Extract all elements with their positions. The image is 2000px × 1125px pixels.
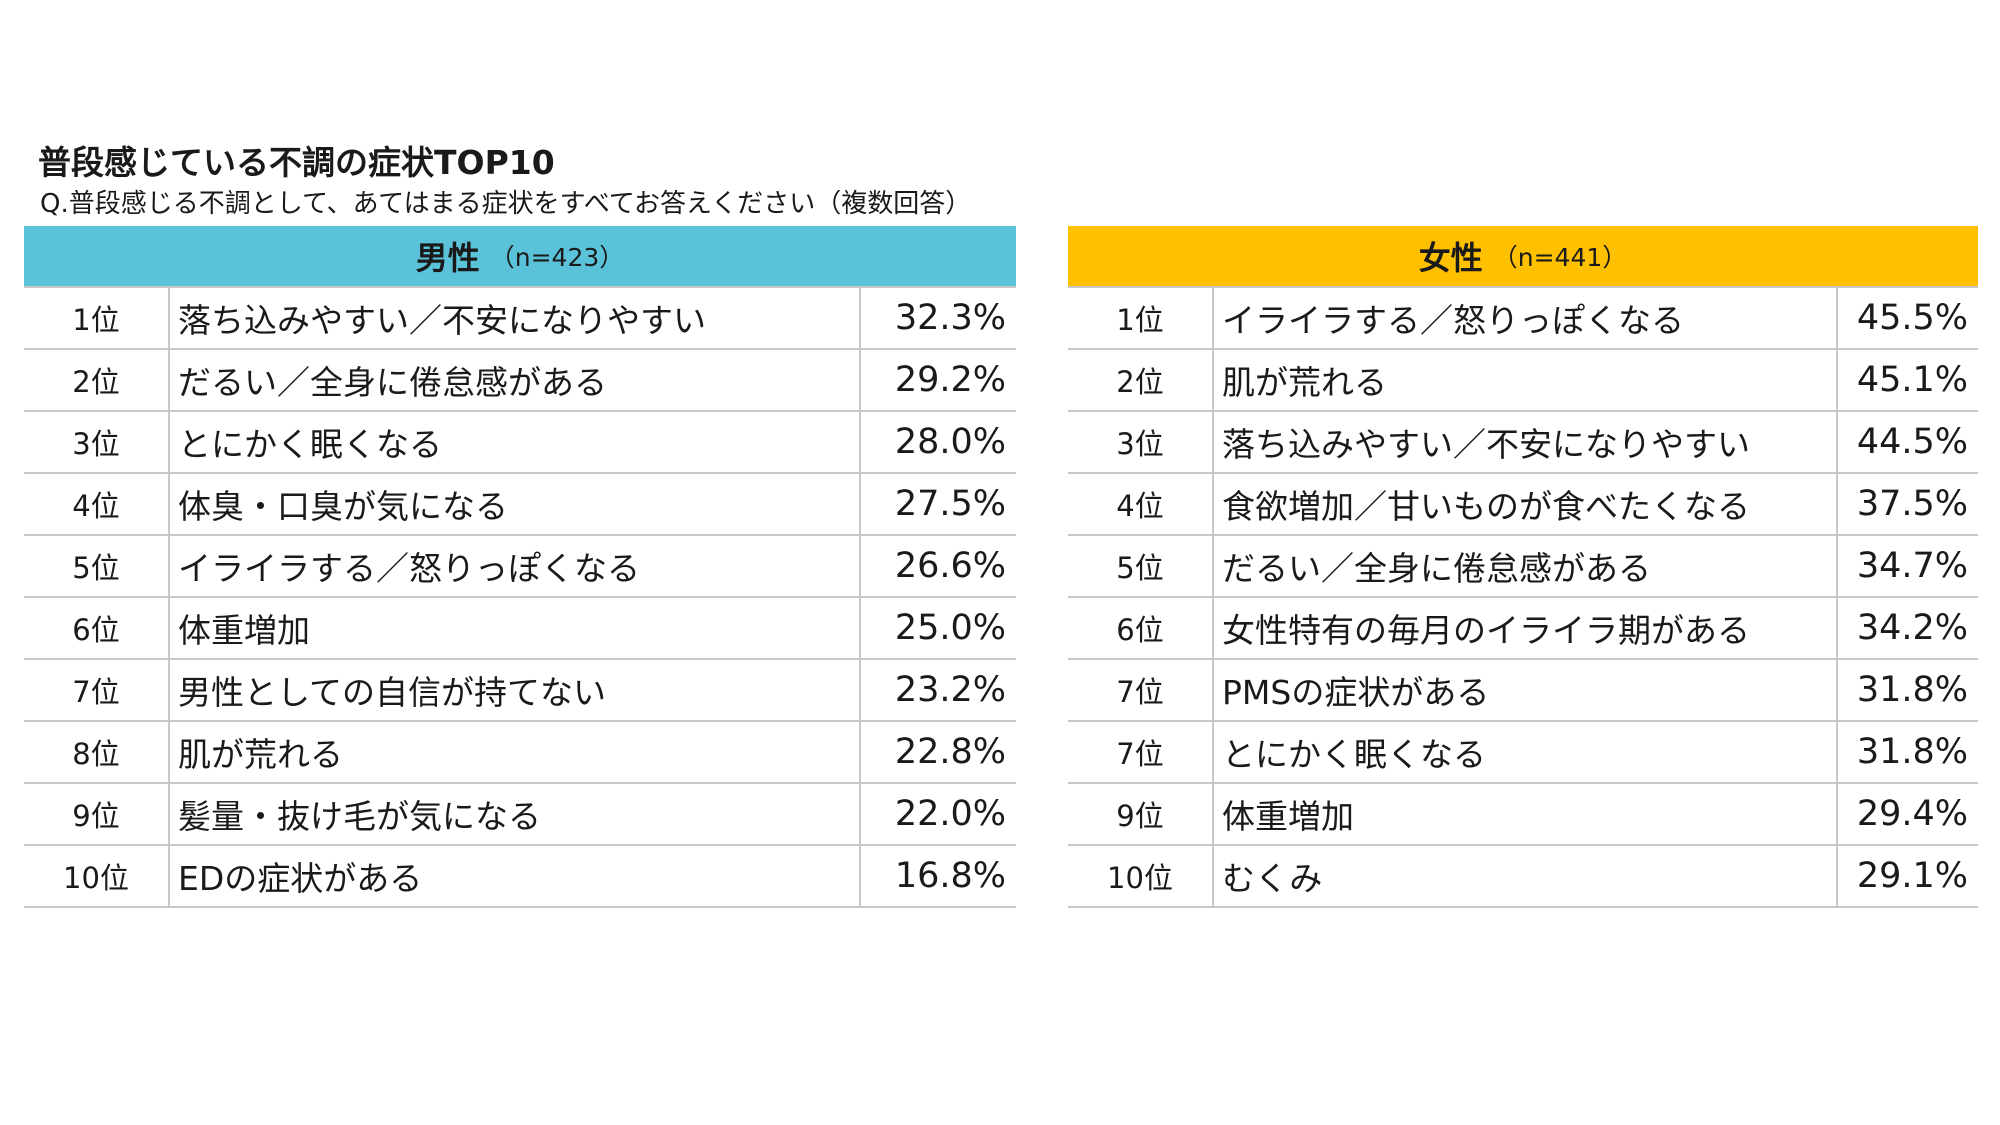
- rank-cell: 3位: [24, 412, 170, 472]
- table-row: 6位 体重増加 25.0%: [24, 598, 1016, 660]
- rank-cell: 7位: [24, 660, 170, 720]
- symptom-cell: とにかく眠くなる: [170, 412, 861, 472]
- table-row: 5位 イライラする／怒りっぽくなる 26.6%: [24, 536, 1016, 598]
- percentage-cell: 22.8%: [894, 732, 1006, 772]
- percentage-cell: 26.6%: [894, 546, 1006, 586]
- rank-cell: 1位: [24, 288, 170, 348]
- symptom-cell: とにかく眠くなる: [1214, 722, 1838, 782]
- rank-cell: 10位: [1068, 846, 1214, 906]
- table-row: 7位 PMSの症状がある 31.8%: [1068, 660, 1978, 722]
- rank-cell: 9位: [1068, 784, 1214, 844]
- symptom-cell: だるい／全身に倦怠感がある: [170, 350, 861, 410]
- symptom-cell: 体臭・口臭が気になる: [170, 474, 861, 534]
- rank-cell: 6位: [1068, 598, 1214, 658]
- percentage-cell: 45.1%: [1856, 360, 1968, 400]
- symptom-cell: 髪量・抜け毛が気になる: [170, 784, 861, 844]
- female-header-label: 女性: [1418, 239, 1483, 277]
- percentage-cell: 32.3%: [894, 298, 1006, 338]
- rank-cell: 3位: [1068, 412, 1214, 472]
- symptom-cell: むくみ: [1214, 846, 1838, 906]
- percentage-cell: 23.2%: [894, 670, 1006, 710]
- table-row: 2位 だるい／全身に倦怠感がある 29.2%: [24, 350, 1016, 412]
- symptom-cell: 体重増加: [170, 598, 861, 658]
- table-row: 10位 EDの症状がある 16.8%: [24, 846, 1016, 908]
- rank-cell: 2位: [1068, 350, 1214, 410]
- rank-cell: 5位: [1068, 536, 1214, 596]
- symptom-cell: 落ち込みやすい／不安になりやすい: [170, 288, 861, 348]
- table-row: 2位 肌が荒れる 45.1%: [1068, 350, 1978, 412]
- table-row: 4位 食欲増加／甘いものが食べたくなる 37.5%: [1068, 474, 1978, 536]
- question-text: Q.普段感じる不調として、あてはまる症状をすべてお答えください（複数回答）: [40, 189, 972, 219]
- symptom-cell: だるい／全身に倦怠感がある: [1214, 536, 1838, 596]
- male-table: 男性 （n=423） 1位 落ち込みやすい／不安になりやすい 32.3% 2位 だるい／…: [24, 226, 1016, 908]
- rank-cell: 8位: [24, 722, 170, 782]
- symptom-cell: PMSの症状がある: [1214, 660, 1838, 720]
- female-sample-size: （n=441）: [1492, 243, 1628, 272]
- percentage-cell: 16.8%: [894, 856, 1006, 896]
- percentage-cell: 29.1%: [1856, 856, 1968, 896]
- rank-cell: 4位: [1068, 474, 1214, 534]
- symptom-cell: 肌が荒れる: [1214, 350, 1838, 410]
- rank-cell: 1位: [1068, 288, 1214, 348]
- percentage-cell: 25.0%: [894, 608, 1006, 648]
- table-row: 8位 肌が荒れる 22.8%: [24, 722, 1016, 784]
- male-sample-size: （n=423）: [489, 243, 625, 272]
- table-row: 1位 イライラする／怒りっぽくなる 45.5%: [1068, 288, 1978, 350]
- female-rows: 1位 イライラする／怒りっぽくなる 45.5% 2位 肌が荒れる 45.1% 3位 落ち込みや…: [1068, 286, 1978, 908]
- rank-cell: 5位: [24, 536, 170, 596]
- table-row: 10位 むくみ 29.1%: [1068, 846, 1978, 908]
- symptom-cell: 男性としての自信が持てない: [170, 660, 861, 720]
- symptom-cell: 食欲増加／甘いものが食べたくなる: [1214, 474, 1838, 534]
- percentage-cell: 37.5%: [1856, 484, 1968, 524]
- percentage-cell: 29.4%: [1856, 794, 1968, 834]
- table-row: 9位 体重増加 29.4%: [1068, 784, 1978, 846]
- rank-cell: 2位: [24, 350, 170, 410]
- symptom-cell: 女性特有の毎月のイライラ期がある: [1214, 598, 1838, 658]
- rank-cell: 7位: [1068, 722, 1214, 782]
- symptom-cell: 肌が荒れる: [170, 722, 861, 782]
- male-table-header: 男性 （n=423）: [24, 226, 1016, 286]
- rank-cell: 9位: [24, 784, 170, 844]
- female-table-header: 女性 （n=441）: [1068, 226, 1978, 286]
- symptom-cell: イライラする／怒りっぽくなる: [1214, 288, 1838, 348]
- male-header-label: 男性: [415, 239, 480, 277]
- table-row: 1位 落ち込みやすい／不安になりやすい 32.3%: [24, 288, 1016, 350]
- table-row: 7位 とにかく眠くなる 31.8%: [1068, 722, 1978, 784]
- male-rows: 1位 落ち込みやすい／不安になりやすい 32.3% 2位 だるい／全身に倦怠感がある 29…: [24, 286, 1016, 908]
- percentage-cell: 27.5%: [894, 484, 1006, 524]
- rank-cell: 4位: [24, 474, 170, 534]
- table-row: 6位 女性特有の毎月のイライラ期がある 34.2%: [1068, 598, 1978, 660]
- page-title: 普段感じている不調の症状TOP10: [38, 143, 555, 182]
- table-row: 7位 男性としての自信が持てない 23.2%: [24, 660, 1016, 722]
- table-row: 3位 落ち込みやすい／不安になりやすい 44.5%: [1068, 412, 1978, 474]
- rank-cell: 6位: [24, 598, 170, 658]
- symptom-cell: 体重増加: [1214, 784, 1838, 844]
- percentage-cell: 34.2%: [1856, 608, 1968, 648]
- table-row: 3位 とにかく眠くなる 28.0%: [24, 412, 1016, 474]
- percentage-cell: 34.7%: [1856, 546, 1968, 586]
- symptom-cell: イライラする／怒りっぽくなる: [170, 536, 861, 596]
- percentage-cell: 45.5%: [1856, 298, 1968, 338]
- symptom-cell: 落ち込みやすい／不安になりやすい: [1214, 412, 1838, 472]
- table-row: 9位 髪量・抜け毛が気になる 22.0%: [24, 784, 1016, 846]
- percentage-cell: 29.2%: [894, 360, 1006, 400]
- percentage-cell: 44.5%: [1856, 422, 1968, 462]
- rank-cell: 7位: [1068, 660, 1214, 720]
- percentage-cell: 28.0%: [894, 422, 1006, 462]
- rank-cell: 10位: [24, 846, 170, 906]
- symptom-cell: EDの症状がある: [170, 846, 861, 906]
- table-row: 4位 体臭・口臭が気になる 27.5%: [24, 474, 1016, 536]
- percentage-cell: 22.0%: [894, 794, 1006, 834]
- percentage-cell: 31.8%: [1856, 670, 1968, 710]
- female-table: 女性 （n=441） 1位 イライラする／怒りっぽくなる 45.5% 2位 肌が荒れる 4…: [1068, 226, 1978, 908]
- table-row: 5位 だるい／全身に倦怠感がある 34.7%: [1068, 536, 1978, 598]
- percentage-cell: 31.8%: [1856, 732, 1968, 772]
